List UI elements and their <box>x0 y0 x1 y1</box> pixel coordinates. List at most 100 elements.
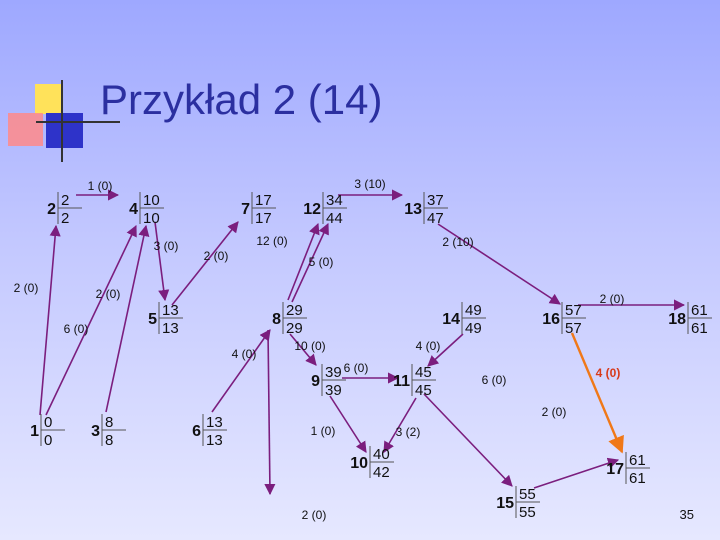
node-early-time: 13 <box>206 414 223 431</box>
edge-5-7 <box>171 221 239 306</box>
edge-4-5 <box>154 221 170 302</box>
node-2: 222 <box>47 192 82 227</box>
node-id: 3 <box>91 423 100 440</box>
edge-11-15 <box>423 393 513 487</box>
node-id: 1 <box>30 423 39 440</box>
edge-3-4 <box>105 224 150 413</box>
edge-9-10 <box>329 395 367 453</box>
node-early-time: 45 <box>415 364 432 381</box>
node-id: 8 <box>272 311 281 328</box>
node-late-time: 44 <box>326 210 343 227</box>
edge-8-9 <box>289 333 317 366</box>
node-late-time: 10 <box>143 210 160 227</box>
node-early-time: 17 <box>255 192 272 209</box>
node-early-time: 29 <box>286 302 303 319</box>
decorative-logo-squares <box>8 80 120 162</box>
node-late-time: 2 <box>61 210 69 227</box>
node-early-time: 10 <box>143 192 160 209</box>
node-late-time: 49 <box>465 320 482 337</box>
node-late-time: 61 <box>629 470 646 487</box>
node-id: 18 <box>668 311 686 328</box>
node-late-time: 45 <box>415 382 432 399</box>
node-late-time: 47 <box>427 210 444 227</box>
node-early-time: 37 <box>427 192 444 209</box>
edge-label-2-4: 1 (0) <box>88 179 113 193</box>
node-early-time: 13 <box>162 302 179 319</box>
edge-label-13-16: 2 (10) <box>442 235 473 249</box>
node-id: 5 <box>148 311 157 328</box>
node-late-time: 8 <box>105 432 113 449</box>
edge-label-14-11: 4 (0) <box>416 339 441 353</box>
node-early-time: 61 <box>629 452 646 469</box>
edge-label-7-8: 12 (0) <box>256 234 287 248</box>
node-late-time: 29 <box>286 320 303 337</box>
node-id: 10 <box>350 455 368 472</box>
edge-label-1-2: 2 (0) <box>14 281 39 295</box>
node-late-time: 39 <box>325 382 342 399</box>
edge-label-8-9: 10 (0) <box>294 339 325 353</box>
edge-label-11-10: 3 (2) <box>396 425 421 439</box>
edge-label-12-13: 3 (10) <box>354 177 385 191</box>
node-early-time: 55 <box>519 486 536 503</box>
slide-title: Przykład 2 (14) <box>100 76 383 123</box>
edge-label-9-11: 6 (0) <box>344 361 369 375</box>
node-id: 4 <box>129 201 138 218</box>
node-late-time: 57 <box>565 320 582 337</box>
edge-label-16-17: 4 (0) <box>596 366 621 380</box>
node-id: 12 <box>303 201 321 218</box>
edge-label-11-15: 6 (0) <box>482 373 507 387</box>
node-early-time: 57 <box>565 302 582 319</box>
edge-label-3-4: 2 (0) <box>96 287 121 301</box>
node-id: 14 <box>442 311 460 328</box>
edge-13-16 <box>437 223 561 305</box>
node-late-time: 61 <box>691 320 708 337</box>
edge-16-17 <box>570 332 624 454</box>
edge-1-4 <box>45 224 137 416</box>
slide-number: 35 <box>679 507 694 522</box>
node-late-time: 55 <box>519 504 536 521</box>
node-id: 9 <box>311 373 320 390</box>
edge-6-8 <box>211 329 271 413</box>
node-id: 11 <box>393 373 410 390</box>
edge-label-5-7: 2 (0) <box>204 249 229 263</box>
node-id: 7 <box>241 201 250 218</box>
node-early-time: 49 <box>465 302 482 319</box>
edge-label-8-12: 5 (0) <box>309 255 334 269</box>
node-late-time: 13 <box>206 432 223 449</box>
node-late-time: 17 <box>255 210 272 227</box>
node-id: 6 <box>192 423 201 440</box>
edge-label-6-10: 2 (0) <box>302 508 327 522</box>
edge-label-15-17: 2 (0) <box>542 405 567 419</box>
edge-1-2 <box>39 224 61 416</box>
edge-label-6-8: 4 (0) <box>232 347 257 361</box>
edge-label-16-18: 2 (0) <box>600 292 625 306</box>
node-late-time: 13 <box>162 320 179 337</box>
node-id: 17 <box>606 461 624 478</box>
node-3: 388 <box>91 414 126 449</box>
node-early-time: 34 <box>326 192 343 209</box>
node-early-time: 8 <box>105 414 113 431</box>
node-early-time: 2 <box>61 192 69 209</box>
edge-15-17 <box>533 457 620 489</box>
node-id: 15 <box>496 495 514 512</box>
node-late-time: 0 <box>44 432 52 449</box>
edge-8-12 <box>291 222 329 303</box>
edge-label-9-10: 1 (0) <box>311 424 336 438</box>
node-early-time: 61 <box>691 302 708 319</box>
edge-label-4-5: 3 (0) <box>154 239 179 253</box>
edge-7-8 <box>287 222 320 301</box>
edge-14-11 <box>427 333 464 367</box>
